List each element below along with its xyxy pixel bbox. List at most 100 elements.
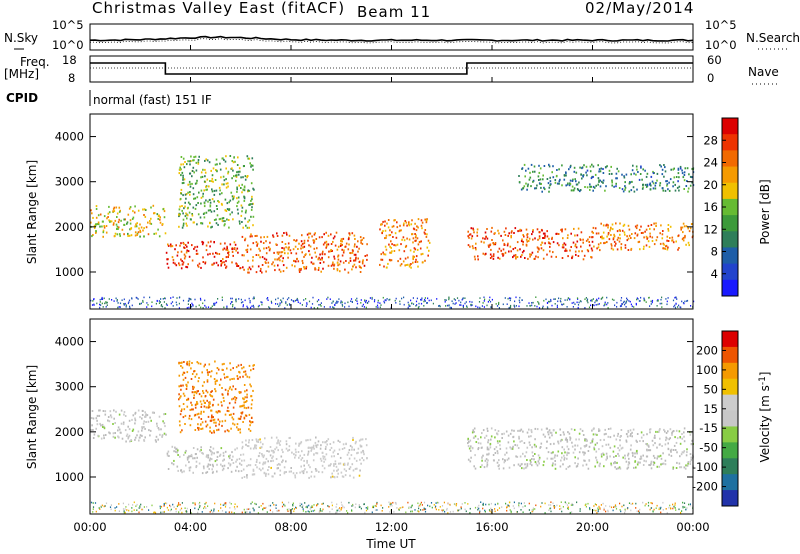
scatter-cell xyxy=(205,455,208,458)
scatter-cell xyxy=(594,465,596,468)
scatter-cell xyxy=(222,396,225,399)
scatter-cell xyxy=(184,451,187,454)
y-tick-label: 2000 xyxy=(55,425,84,439)
scatter-cell xyxy=(334,460,337,463)
scatter-cell xyxy=(383,300,385,303)
scatter-cell xyxy=(646,455,649,458)
scatter-cell xyxy=(610,244,613,247)
scatter-cell xyxy=(334,244,337,247)
scatter-cell xyxy=(549,242,552,245)
scatter-cell xyxy=(380,304,382,306)
scatter-cell xyxy=(207,306,210,308)
scatter-cell xyxy=(607,232,610,234)
scatter-cell xyxy=(566,451,568,454)
scatter-cell xyxy=(216,208,218,210)
scatter-cell xyxy=(183,178,186,181)
scatter-cell xyxy=(439,506,441,508)
scatter-cell xyxy=(210,169,212,172)
scatter-cell xyxy=(223,247,226,250)
scatter-cell xyxy=(538,303,540,305)
scatter-cell xyxy=(565,174,567,177)
scatter-cell xyxy=(190,378,193,380)
scatter-cell xyxy=(467,235,469,238)
scatter-cell xyxy=(171,462,173,465)
scatter-cell xyxy=(318,304,320,306)
scatter-cell xyxy=(182,194,184,197)
scatter-cell xyxy=(197,412,200,415)
scatter-cell xyxy=(528,502,530,505)
scatter-cell xyxy=(608,238,611,241)
scatter-cell xyxy=(670,507,672,509)
scatter-cell xyxy=(200,410,203,413)
scatter-cell xyxy=(364,255,367,257)
scatter-cell xyxy=(213,304,215,306)
scatter-cell xyxy=(215,222,218,225)
scatter-cell xyxy=(577,462,579,465)
scatter-cell xyxy=(345,469,347,472)
scatter-cell xyxy=(632,502,634,505)
scatter-cell xyxy=(548,163,550,166)
scatter-cell xyxy=(389,298,391,301)
scatter-cell xyxy=(184,414,187,417)
scatter-cell xyxy=(464,502,466,504)
scatter-cell xyxy=(662,247,664,250)
scatter-cell xyxy=(269,247,271,250)
scatter-cell xyxy=(423,231,426,234)
colorbar-tick-label: 100 xyxy=(696,363,718,377)
scatter-cell xyxy=(490,438,492,441)
scatter-cell xyxy=(301,503,303,506)
scatter-cell xyxy=(418,510,420,513)
scatter-cell xyxy=(535,462,538,465)
scatter-cell xyxy=(636,433,639,435)
scatter-cell xyxy=(178,262,180,265)
scatter-cell xyxy=(226,305,228,308)
scatter-cell xyxy=(212,252,214,255)
scatter-cell xyxy=(149,416,151,419)
scatter-cell xyxy=(504,459,506,462)
scatter-cell xyxy=(256,242,259,245)
scatter-cell xyxy=(303,459,305,462)
scatter-cell xyxy=(236,375,239,377)
scatter-cell xyxy=(245,439,247,442)
scatter-cell xyxy=(352,436,354,439)
scatter-cell xyxy=(322,455,324,458)
scatter-cell xyxy=(252,259,254,262)
scatter-cell xyxy=(352,503,354,506)
scatter-cell xyxy=(371,296,373,299)
scatter-cell xyxy=(231,248,234,251)
scatter-cell xyxy=(313,307,315,309)
scatter-cell xyxy=(250,164,253,167)
scatter-cell xyxy=(512,505,514,507)
scatter-cell xyxy=(526,240,529,243)
scatter-cell xyxy=(248,226,250,229)
scatter-cell xyxy=(269,454,272,457)
scatter-cell xyxy=(158,300,160,302)
scatter-cell xyxy=(681,226,684,229)
scatter-cell xyxy=(661,462,664,465)
scatter-cell xyxy=(467,244,470,247)
scatter-cell xyxy=(201,427,204,430)
scatter-cell xyxy=(684,167,687,170)
scatter-cell xyxy=(244,370,247,373)
scatter-cell xyxy=(163,301,165,303)
scatter-cell xyxy=(413,228,416,231)
scatter-cell xyxy=(620,510,622,513)
scatter-cell xyxy=(602,502,604,505)
scatter-cell xyxy=(227,252,229,254)
scatter-cell xyxy=(587,250,590,253)
nsky-label: N.Sky xyxy=(4,31,38,45)
scatter-cell xyxy=(265,270,267,273)
scatter-cell xyxy=(200,428,202,430)
scatter-cell xyxy=(614,466,616,469)
scatter-cell xyxy=(201,511,203,513)
scatter-cell xyxy=(205,244,208,247)
scatter-cell xyxy=(553,442,555,445)
scatter-cell xyxy=(576,234,579,237)
scatter-cell xyxy=(237,364,240,367)
scatter-cell xyxy=(95,208,98,210)
scatter-cell xyxy=(439,304,441,307)
scatter-cell xyxy=(663,243,665,246)
scatter-cell xyxy=(128,428,131,431)
scatter-cell xyxy=(540,505,542,508)
scatter-cell xyxy=(145,226,148,229)
